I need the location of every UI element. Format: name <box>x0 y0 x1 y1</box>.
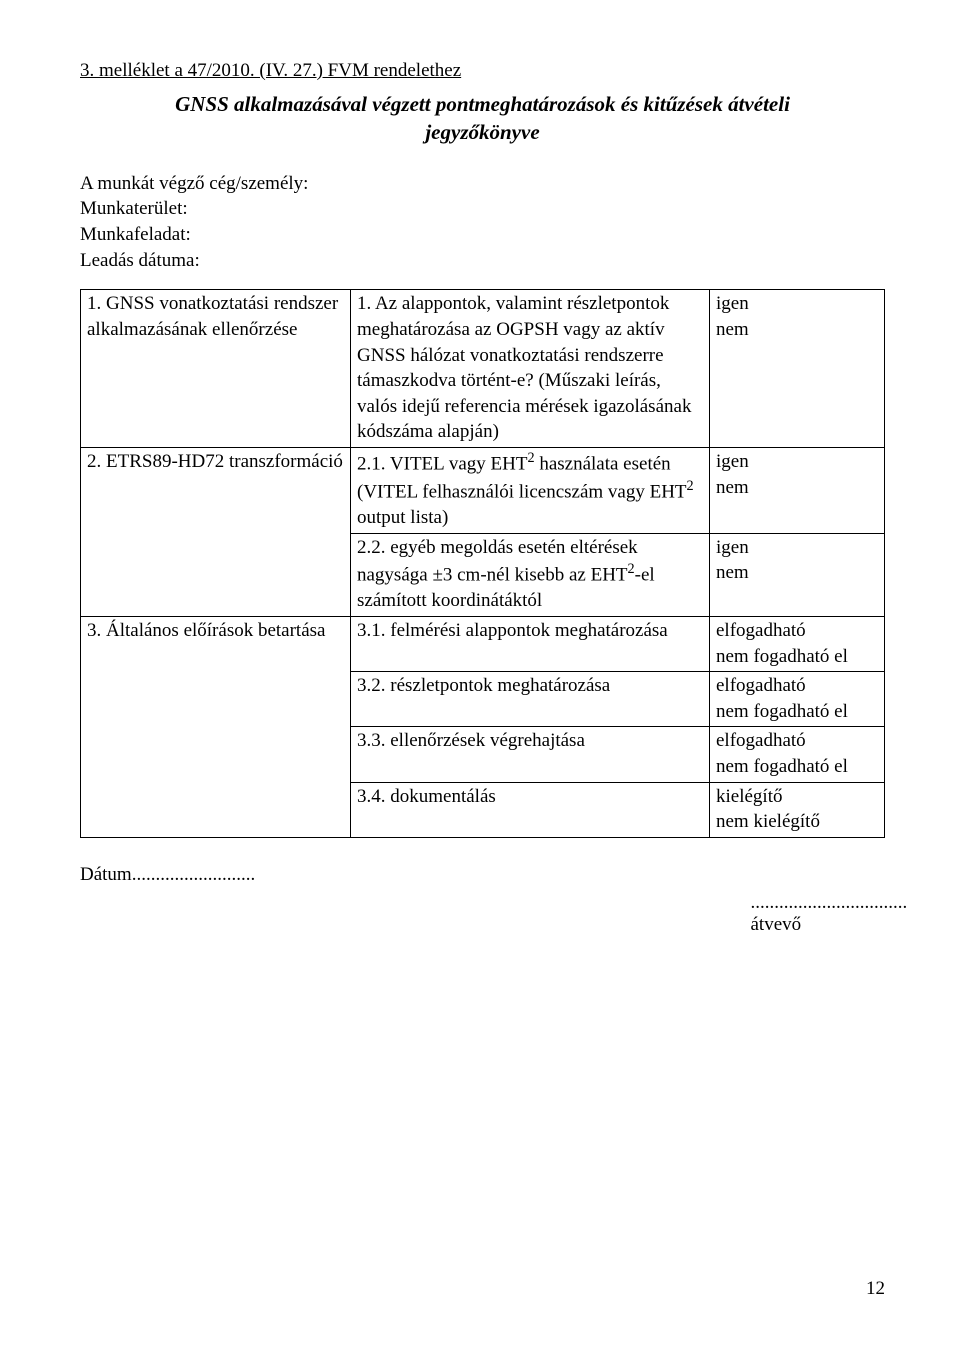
lead-area: Munkaterület: <box>80 196 885 222</box>
r5-ok: elfogadható <box>716 675 806 696</box>
cell-r2c3: igen nem <box>710 448 885 534</box>
cell-r5c2: 3.2. részletpontok meghatározása <box>351 672 710 727</box>
r5-nok: nem fogadható el <box>716 701 848 722</box>
r7-nok: nem kielégítő <box>716 811 820 832</box>
title-line2: jegyzőkönyve <box>425 120 539 144</box>
cell-r7c3: kielégítő nem kielégítő <box>710 782 885 837</box>
cell-r5c3: elfogadható nem fogadható el <box>710 672 885 727</box>
signature-dots: ................................. <box>751 892 908 913</box>
signature-block: Dátum.......................... ........… <box>80 864 885 936</box>
r4-ok: elfogadható <box>716 620 806 641</box>
r1-no: nem <box>716 319 749 340</box>
cell-r4c3: elfogadható nem fogadható el <box>710 616 885 671</box>
cell-r1c1: 1. GNSS vonatkoztatási rendszer alkalmaz… <box>81 290 351 448</box>
lead-task: Munkafeladat: <box>80 222 885 248</box>
form-table: 1. GNSS vonatkoztatási rendszer alkalmaz… <box>80 289 885 838</box>
table-row: 3. Általános előírások betartása 3.1. fe… <box>81 616 885 671</box>
appendix-header: 3. melléklet a 47/2010. (IV. 27.) FVM re… <box>80 60 885 82</box>
recipient-label: átvevő <box>751 914 802 935</box>
r7-ok: kielégítő <box>716 786 782 807</box>
cell-r3c3: igen nem <box>710 533 885 616</box>
page-number: 12 <box>866 1278 885 1300</box>
cell-r7c2: 3.4. dokumentálás <box>351 782 710 837</box>
r2-text-post: output lista) <box>357 507 448 528</box>
r6-nok: nem fogadható el <box>716 756 848 777</box>
cell-r2c1: 2. ETRS89-HD72 transzformáció <box>81 448 351 617</box>
main-title: GNSS alkalmazásával végzett pontmeghatár… <box>80 90 885 147</box>
title-line1: GNSS alkalmazásával végzett pontmeghatár… <box>175 92 790 116</box>
r3-sup: 2 <box>628 561 635 577</box>
r3-no: nem <box>716 562 749 583</box>
cell-r1c3: igen nem <box>710 290 885 448</box>
cell-r6c3: elfogadható nem fogadható el <box>710 727 885 782</box>
r2-sup2: 2 <box>687 478 694 494</box>
cell-r6c2: 3.3. ellenőrzések végrehajtása <box>351 727 710 782</box>
cell-r4c2: 3.1. felmérési alappontok meghatározása <box>351 616 710 671</box>
r2-yes: igen <box>716 451 749 472</box>
cell-r1c2: 1. Az alappontok, valamint részletpontok… <box>351 290 710 448</box>
r6-ok: elfogadható <box>716 730 806 751</box>
r3-yes: igen <box>716 537 749 558</box>
r2-sup1: 2 <box>527 450 534 466</box>
r2-no: nem <box>716 477 749 498</box>
r4-nok: nem fogadható el <box>716 646 848 667</box>
cell-r4c1: 3. Általános előírások betartása <box>81 616 351 837</box>
table-row: 2. ETRS89-HD72 transzformáció 2.1. VITEL… <box>81 448 885 534</box>
lead-date: Leadás dátuma: <box>80 248 885 274</box>
lead-block: A munkát végző cég/személy: Munkaterület… <box>80 171 885 274</box>
date-label: Dátum.......................... <box>80 864 255 885</box>
r3-text-pre: 2.2. egyéb megoldás esetén eltérések nag… <box>357 537 638 586</box>
table-row: 1. GNSS vonatkoztatási rendszer alkalmaz… <box>81 290 885 448</box>
r2-text-pre: 2.1. VITEL vagy EHT <box>357 453 527 474</box>
cell-r3c2: 2.2. egyéb megoldás esetén eltérések nag… <box>351 533 710 616</box>
lead-company: A munkát végző cég/személy: <box>80 171 885 197</box>
cell-r2c2: 2.1. VITEL vagy EHT2 használata esetén (… <box>351 448 710 534</box>
r1-yes: igen <box>716 293 749 314</box>
